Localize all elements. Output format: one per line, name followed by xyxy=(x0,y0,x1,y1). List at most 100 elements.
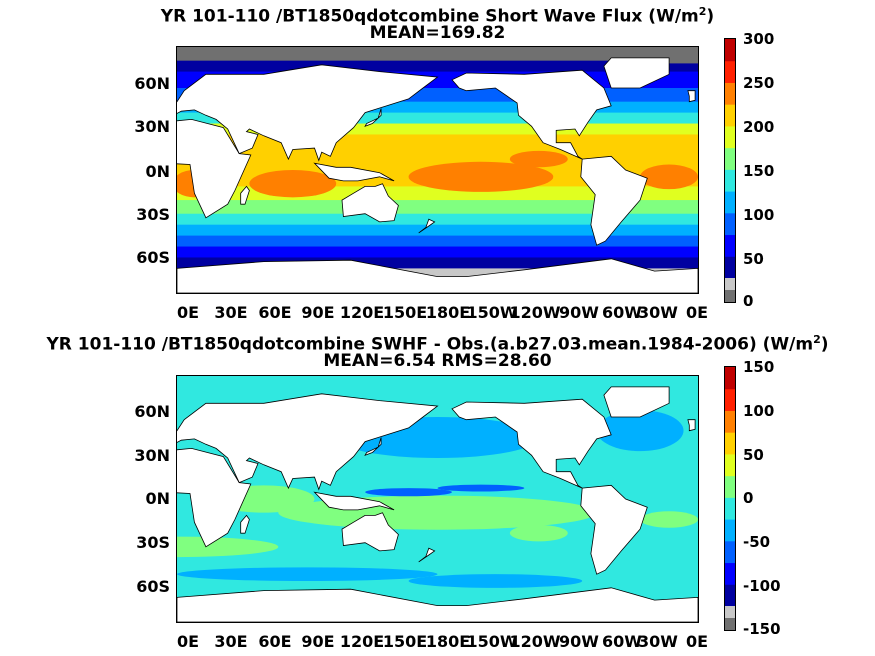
lat-label: 30N xyxy=(134,446,170,465)
colorbar-tick: 50 xyxy=(743,446,764,464)
colorbar xyxy=(724,366,736,631)
lon-label: 60E xyxy=(258,632,292,651)
colorbar-tick: 0 xyxy=(743,489,754,507)
lon-label: 0E xyxy=(176,632,200,651)
field-band xyxy=(177,246,698,258)
colorbar-tick: 250 xyxy=(743,74,775,92)
colorbar-segment xyxy=(725,169,735,192)
title-close: ) xyxy=(706,6,715,27)
lon-label: 120W xyxy=(509,303,561,322)
field-band xyxy=(177,257,698,269)
field-patch xyxy=(365,488,452,497)
colorbar-segment xyxy=(725,256,735,279)
lat-label: 60N xyxy=(134,74,170,93)
land-indonesia xyxy=(313,162,395,182)
land-japan xyxy=(364,108,382,128)
colorbar-tick: -100 xyxy=(743,577,781,595)
title-close: ) xyxy=(820,334,829,355)
land-madagascar xyxy=(240,185,250,205)
field-band xyxy=(177,235,698,248)
lon-label: 30E xyxy=(214,632,248,651)
lon-label: 30W xyxy=(638,303,678,322)
lat-label: 0N xyxy=(145,162,170,181)
colorbar-segment xyxy=(725,453,735,477)
colorbar-tick: 150 xyxy=(743,162,775,180)
land-australia xyxy=(341,183,399,223)
field-patch xyxy=(177,567,438,581)
field-band xyxy=(177,224,698,237)
field-patch xyxy=(640,164,698,190)
field-patch xyxy=(437,484,525,492)
land-greenland xyxy=(603,386,670,418)
colorbar-segment xyxy=(725,519,735,542)
land-antarctica xyxy=(177,587,698,622)
land-south-america xyxy=(580,484,648,575)
land-new-zealand xyxy=(418,218,436,234)
lon-label: 90W xyxy=(559,632,599,651)
colorbar-tick: -50 xyxy=(743,533,771,551)
land-japan xyxy=(364,437,382,457)
swhf-diff-map xyxy=(176,375,699,623)
colorbar-segment xyxy=(725,147,735,170)
land-australia xyxy=(341,512,399,552)
land-europe-asia xyxy=(177,64,439,162)
field-patch xyxy=(177,536,279,558)
field-patch xyxy=(596,410,684,452)
panel-title: YR 101-110 /BT1850qdotcombine SWHF - Obs… xyxy=(0,330,875,355)
colorbar-tick: -150 xyxy=(743,620,781,638)
colorbar xyxy=(724,38,736,303)
lon-label: 120E xyxy=(339,632,385,651)
colorbar-segment xyxy=(725,584,735,607)
field-band xyxy=(177,123,698,135)
colorbar-segment xyxy=(725,562,735,585)
lat-label: 0N xyxy=(145,489,170,508)
lon-label: 90W xyxy=(559,303,599,322)
colorbar-tick: 0 xyxy=(743,292,754,310)
lon-label: 120E xyxy=(339,303,385,322)
land-europe-asia xyxy=(177,393,439,491)
colorbar-segment xyxy=(725,497,735,520)
colorbar-tick: 100 xyxy=(743,206,775,224)
lon-label: 150W xyxy=(466,632,518,651)
colorbar-segment xyxy=(725,39,735,62)
colorbar-segment xyxy=(725,234,735,257)
field-patch xyxy=(509,524,568,542)
colorbar-tick: 300 xyxy=(743,30,775,48)
field-patch xyxy=(408,574,583,588)
colorbar-segment xyxy=(725,212,735,236)
lon-label: 180E xyxy=(425,303,471,322)
lon-label: 0E xyxy=(685,303,709,322)
colorbar-tick: 200 xyxy=(743,118,775,136)
field-band xyxy=(177,47,698,62)
sw-flux-map xyxy=(176,46,699,294)
field-band xyxy=(177,112,698,125)
land-north-america xyxy=(451,398,612,489)
title-text: YR 101-110 /BT1850qdotcombine Short Wave… xyxy=(160,6,699,27)
lon-label: 90E xyxy=(301,303,335,322)
colorbar-tick: 150 xyxy=(743,358,775,376)
colorbar-segment xyxy=(725,475,735,498)
land-uk xyxy=(687,419,696,432)
panel-subtitle: MEAN=169.82 xyxy=(369,23,506,43)
colorbar-segment xyxy=(725,191,735,214)
lon-label: 60W xyxy=(602,632,642,651)
colorbar-segment xyxy=(725,618,735,630)
colorbar-segment xyxy=(725,278,735,290)
lon-label: 90E xyxy=(301,632,335,651)
colorbar-segment xyxy=(725,367,735,390)
colorbar-segment xyxy=(725,432,735,455)
field-band xyxy=(177,101,698,114)
field-patch xyxy=(408,161,554,192)
colorbar-tick: 100 xyxy=(743,402,775,420)
lon-label: 0E xyxy=(685,632,709,651)
land-indonesia xyxy=(313,491,395,511)
lat-label: 30N xyxy=(134,117,170,136)
land-madagascar xyxy=(240,514,250,534)
land-new-zealand xyxy=(418,547,436,563)
lon-label: 60W xyxy=(602,303,642,322)
title-text: YR 101-110 /BT1850qdotcombine SWHF - Obs… xyxy=(46,334,814,355)
land-uk xyxy=(687,90,696,103)
lon-label: 30W xyxy=(638,632,678,651)
lat-label: 30S xyxy=(136,205,170,224)
field-patch xyxy=(640,511,698,528)
